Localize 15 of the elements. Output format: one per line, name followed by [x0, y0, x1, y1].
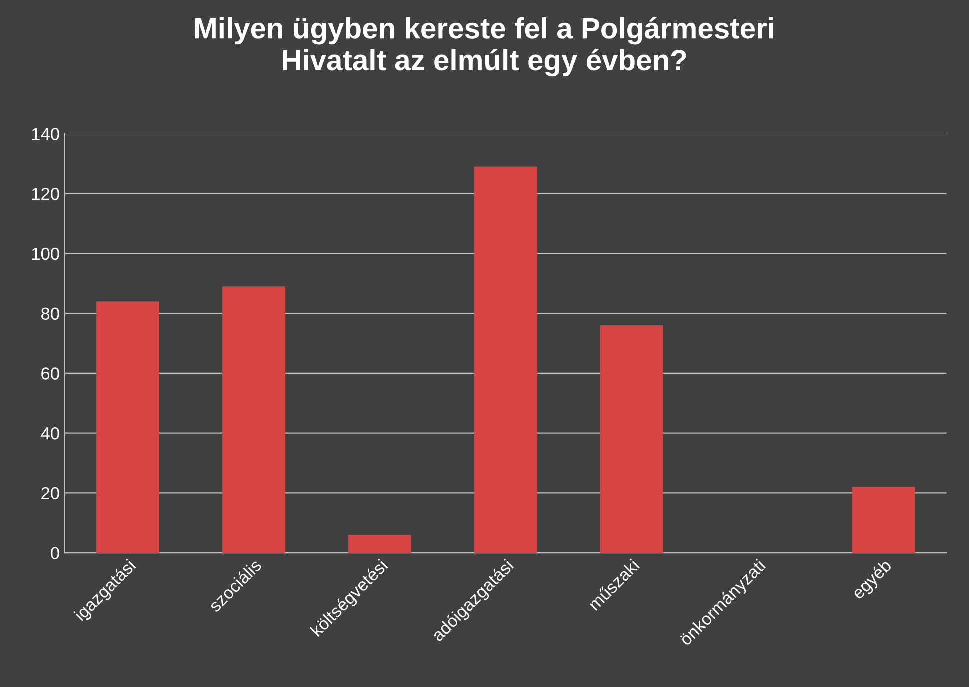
y-tick-label: 60	[42, 368, 60, 380]
bar	[348, 535, 412, 554]
bar	[852, 487, 916, 554]
bar	[600, 326, 664, 554]
y-tick-label: 0	[51, 547, 60, 560]
bar	[222, 286, 286, 554]
y-tick-label: 120	[32, 188, 60, 200]
bar	[96, 302, 160, 554]
y-tick-label: 140	[32, 128, 60, 140]
y-tick-label: 100	[32, 248, 60, 260]
y-tick-label: 20	[42, 487, 60, 500]
bar	[474, 166, 538, 554]
y-tick-label: 80	[42, 308, 60, 320]
y-tick-label: 40	[41, 427, 60, 440]
chart-title: Milyen ügyben kereste fel a Polgármesteri Hivatalt az elmúlt egy évben?	[196, 17, 774, 77]
